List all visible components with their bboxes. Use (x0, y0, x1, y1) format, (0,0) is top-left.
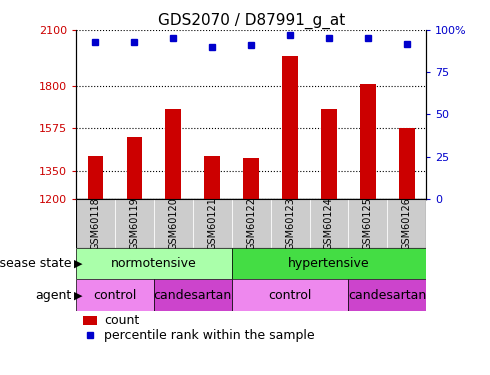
Bar (83, 316, 97, 325)
Text: GSM60122: GSM60122 (246, 196, 256, 250)
Text: control: control (269, 289, 312, 302)
Text: ▶: ▶ (74, 290, 82, 300)
Bar (76, 248, 232, 279)
Text: GSM60120: GSM60120 (168, 196, 178, 250)
Bar (166, 109, 181, 199)
Bar (310, 199, 348, 248)
Bar (388, 199, 426, 248)
Text: GSM60118: GSM60118 (91, 197, 100, 249)
Bar (204, 156, 220, 199)
Bar (88, 156, 103, 199)
Text: GSM60123: GSM60123 (285, 196, 295, 250)
Text: GSM60124: GSM60124 (324, 196, 334, 250)
Bar (232, 199, 270, 248)
Bar (154, 279, 232, 311)
Bar (360, 84, 376, 199)
Text: ▶: ▶ (74, 258, 82, 268)
Bar (193, 199, 232, 248)
Text: agent: agent (35, 289, 71, 302)
Bar (244, 158, 259, 199)
Bar (321, 109, 337, 199)
Text: percentile rank within the sample: percentile rank within the sample (104, 328, 315, 342)
Bar (282, 56, 298, 199)
Bar (154, 199, 193, 248)
Text: GSM60125: GSM60125 (363, 196, 373, 250)
Text: control: control (93, 289, 137, 302)
Bar (270, 199, 310, 248)
Bar (348, 199, 388, 248)
Title: GDS2070 / D87991_g_at: GDS2070 / D87991_g_at (157, 12, 345, 28)
Text: count: count (104, 314, 139, 327)
Text: GSM60121: GSM60121 (207, 196, 217, 250)
Bar (126, 137, 142, 199)
Bar (232, 279, 348, 311)
Text: hypertensive: hypertensive (288, 257, 370, 270)
Bar (76, 279, 154, 311)
Bar (232, 248, 426, 279)
Bar (115, 199, 154, 248)
Text: candesartan: candesartan (348, 289, 426, 302)
Bar (76, 199, 115, 248)
Text: candesartan: candesartan (153, 289, 232, 302)
Bar (399, 128, 415, 199)
Bar (348, 279, 426, 311)
Text: GSM60126: GSM60126 (402, 196, 412, 250)
Text: disease state: disease state (0, 257, 71, 270)
Text: normotensive: normotensive (111, 257, 196, 270)
Text: GSM60119: GSM60119 (129, 197, 139, 249)
